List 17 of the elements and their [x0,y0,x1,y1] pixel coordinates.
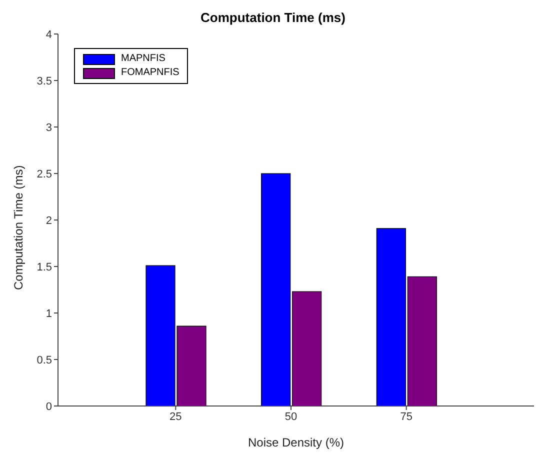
chart-title: Computation Time (ms) [200,9,346,26]
y-tick-label: 4 [46,28,52,41]
y-tick-label: 0.5 [36,354,52,366]
y-tick-label: 3.5 [36,75,52,88]
y-tick-label: 2 [46,214,52,227]
y-tick-label: 3 [46,122,52,134]
y-tick-label: 0 [46,400,52,413]
y-tick-label: 2.5 [36,168,52,180]
x-tick-label: 25 [170,410,182,423]
legend-label: FOMAPNFIS [121,66,180,80]
y-axis-title: Computation Time (ms) [11,165,26,290]
x-axis-title: Noise Density (%) [248,436,344,450]
y-tick-label: 1 [46,308,52,320]
x-tick-label: 75 [400,410,412,423]
y-tick-label: 1.5 [36,261,52,274]
legend-label: MAPNFIS [121,52,166,66]
x-tick-label: 50 [284,410,298,423]
